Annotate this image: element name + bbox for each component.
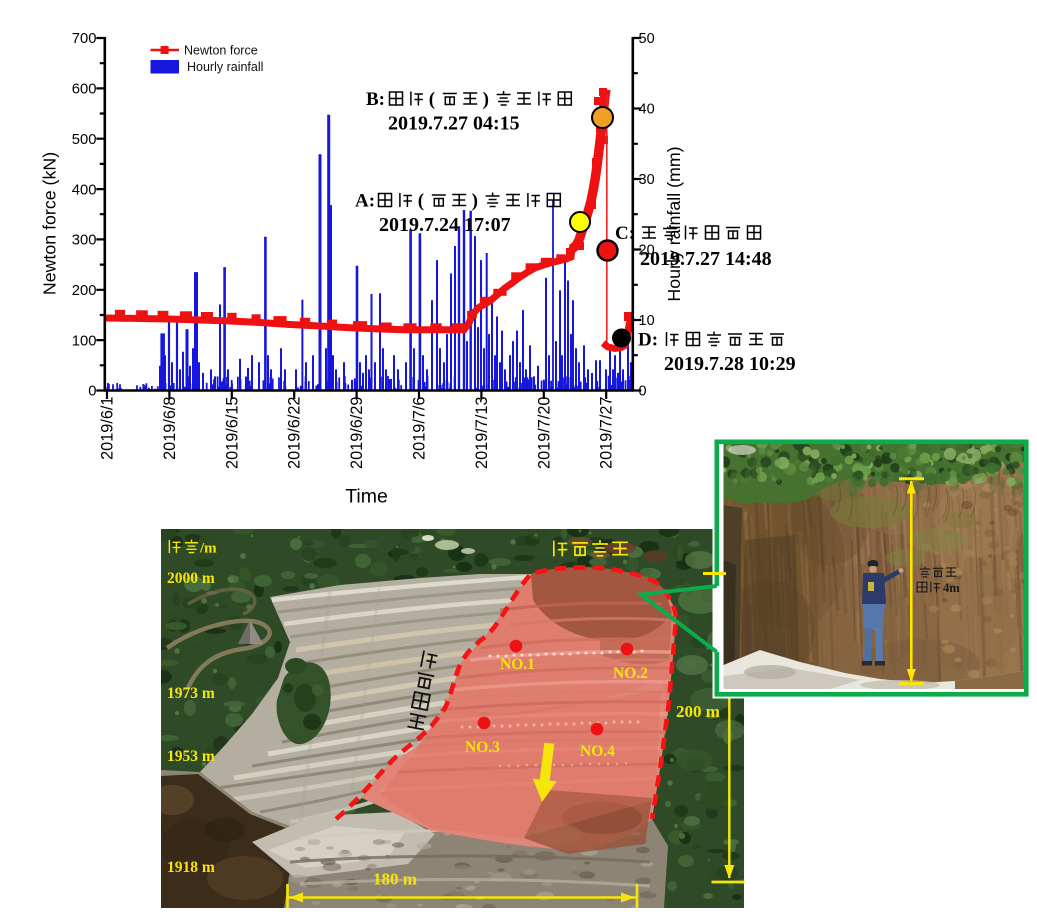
svg-text:0: 0 xyxy=(639,384,647,400)
svg-text:4m: 4m xyxy=(943,581,960,595)
svg-text:): ) xyxy=(483,89,489,110)
svg-text:40: 40 xyxy=(639,102,655,118)
svg-text:1973 m: 1973 m xyxy=(167,685,215,702)
svg-text:1953 m: 1953 m xyxy=(167,748,215,765)
svg-text:2019/6/15: 2019/6/15 xyxy=(223,397,241,469)
svg-text:2019/6/8: 2019/6/8 xyxy=(161,397,179,460)
svg-text:100: 100 xyxy=(72,333,97,349)
svg-text:NO.1: NO.1 xyxy=(500,656,535,673)
svg-text:500: 500 xyxy=(72,132,97,148)
svg-text:NO.2: NO.2 xyxy=(613,665,648,682)
svg-text:Newton force: Newton force xyxy=(184,43,258,57)
svg-text:300: 300 xyxy=(72,233,97,249)
svg-text:180 m: 180 m xyxy=(373,870,417,889)
svg-text:2019/7/20: 2019/7/20 xyxy=(535,397,553,469)
svg-text:C:: C: xyxy=(615,223,635,244)
svg-text:2000 m: 2000 m xyxy=(167,570,215,587)
svg-text:2019.7.27 14:48: 2019.7.27 14:48 xyxy=(640,248,772,270)
svg-text:700: 700 xyxy=(72,31,97,47)
svg-text:Hourly rainfall (mm): Hourly rainfall (mm) xyxy=(664,146,684,301)
svg-text:Newton force (kN): Newton force (kN) xyxy=(40,152,60,295)
svg-text:A:: A: xyxy=(355,191,375,212)
svg-text:B:: B: xyxy=(366,89,385,110)
svg-text:2019/7/13: 2019/7/13 xyxy=(473,397,491,469)
svg-text:0: 0 xyxy=(88,384,96,400)
svg-text:Time: Time xyxy=(345,486,388,508)
svg-text:NO.3: NO.3 xyxy=(465,739,500,756)
svg-text:(: ( xyxy=(429,89,435,110)
svg-text:): ) xyxy=(472,191,478,212)
svg-text:D:: D: xyxy=(638,330,658,351)
svg-text:200: 200 xyxy=(72,283,97,299)
svg-text:2019.7.28 10:29: 2019.7.28 10:29 xyxy=(664,353,796,375)
svg-text:200 m: 200 m xyxy=(676,702,720,721)
svg-text:20: 20 xyxy=(639,243,655,259)
svg-text:2019.7.27 04:15: 2019.7.27 04:15 xyxy=(388,113,520,135)
svg-text:2019/7/6: 2019/7/6 xyxy=(411,397,429,460)
svg-text:2019.7.24 17:07: 2019.7.24 17:07 xyxy=(379,214,511,236)
svg-text:400: 400 xyxy=(72,182,97,198)
svg-text:(: ( xyxy=(418,191,424,212)
svg-text:1918 m: 1918 m xyxy=(167,859,215,876)
svg-text:2019/6/29: 2019/6/29 xyxy=(348,397,366,469)
svg-text:2019/6/22: 2019/6/22 xyxy=(286,397,304,469)
svg-text:30: 30 xyxy=(639,172,655,188)
svg-text:2019/6/1: 2019/6/1 xyxy=(99,397,117,460)
svg-text:2019/7/27: 2019/7/27 xyxy=(598,397,616,469)
svg-text:10: 10 xyxy=(639,313,655,329)
svg-text:600: 600 xyxy=(72,82,97,98)
svg-text:50: 50 xyxy=(639,31,655,47)
svg-text:/m: /m xyxy=(199,541,217,557)
svg-text:NO.4: NO.4 xyxy=(580,743,615,760)
svg-text:Hourly rainfall: Hourly rainfall xyxy=(187,60,263,74)
